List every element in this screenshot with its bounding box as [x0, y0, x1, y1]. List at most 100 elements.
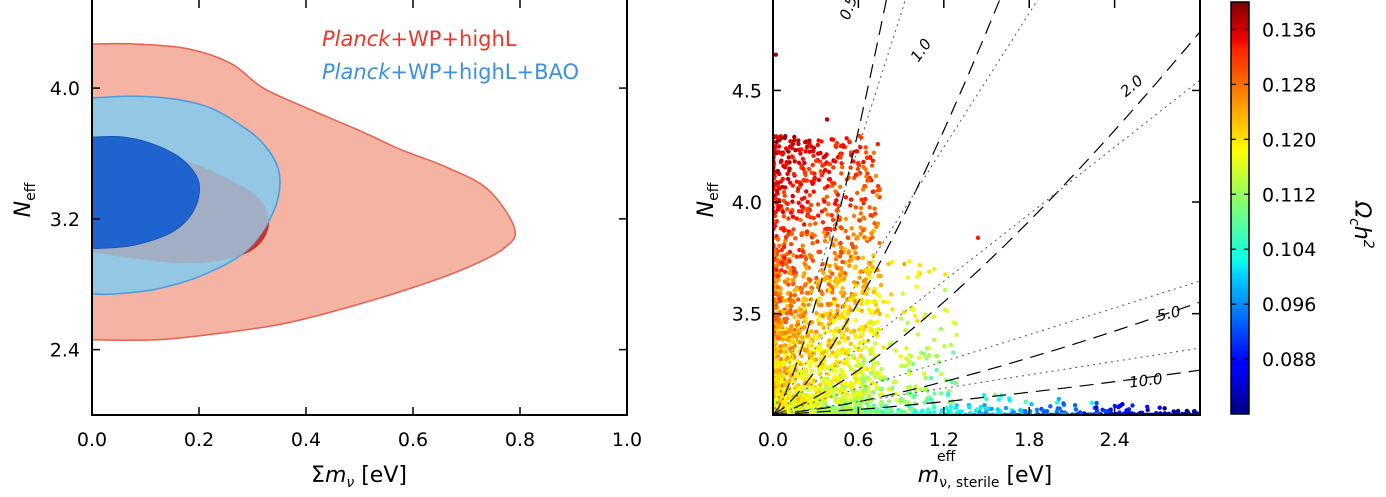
right-x-axis-label: mν, sterile [eV] [918, 463, 1052, 491]
scatter-point [774, 267, 779, 272]
scatter-point [825, 184, 830, 189]
scatter-point [829, 378, 834, 384]
scatter-point [817, 333, 823, 338]
scatter-point [787, 378, 792, 384]
scatter-point [1034, 407, 1040, 412]
scatter-point [805, 343, 810, 348]
legend-entry-planck-wp-highl-bao: Planck+WP+highL+BAO [322, 60, 579, 84]
scatter-point [796, 141, 801, 147]
scatter-point [872, 341, 878, 346]
scatter-point [809, 410, 815, 415]
scatter-point [824, 160, 829, 165]
scatter-point [847, 139, 852, 144]
scatter-point [857, 275, 862, 280]
scatter-point [839, 388, 844, 393]
scatter-point [796, 200, 801, 205]
scatter-point [787, 297, 792, 302]
scatter-point [950, 350, 956, 355]
scatter-point [823, 168, 828, 173]
scatter-point [776, 184, 781, 189]
scatter-point [790, 214, 796, 219]
scatter-point [1130, 403, 1135, 408]
scatter-point [830, 217, 836, 222]
scatter-point [875, 221, 881, 226]
scatter-point [855, 235, 860, 240]
scatter-point [820, 313, 825, 318]
scatter-point [783, 280, 789, 285]
scatter-point [809, 384, 815, 389]
scatter-point [826, 169, 832, 175]
scatter-point [829, 363, 834, 368]
scatter-point [836, 377, 841, 382]
mass-curve-dotted [773, 79, 1200, 415]
scatter-point [827, 263, 832, 268]
scatter-point [856, 255, 861, 260]
scatter-point [826, 343, 831, 348]
scatter-point [844, 297, 850, 302]
scatter-point [853, 318, 858, 323]
scatter-point [861, 215, 866, 220]
scatter-point [792, 349, 797, 354]
scatter-point [779, 158, 784, 163]
scatter-point [932, 391, 937, 396]
scatter-point [863, 324, 868, 329]
scatter-point [1192, 409, 1197, 414]
scatter-point [781, 346, 786, 351]
scatter-point [843, 228, 848, 234]
scatter-point [819, 302, 824, 308]
scatter-point [778, 356, 784, 362]
scatter-point [862, 392, 867, 397]
scatter-point [788, 139, 793, 144]
scatter-point [834, 198, 839, 203]
scatter-point [935, 353, 940, 359]
scatter-point [806, 359, 811, 364]
scatter-points [773, 52, 1200, 415]
scatter-point [837, 340, 842, 345]
scatter-point [810, 241, 815, 246]
scatter-point [807, 353, 812, 358]
scatter-point [777, 243, 782, 248]
scatter-point [811, 351, 817, 356]
scatter-point [936, 359, 941, 365]
scatter-point [822, 330, 828, 335]
right-chart: 0.51.02.05.010.0 0.0 0.6 1.2 1.8 2.4 3.54.04… [694, 0, 1376, 491]
scatter-point [842, 271, 848, 276]
scatter-point [866, 286, 871, 292]
scatter-point [898, 354, 903, 359]
scatter-point [790, 183, 795, 188]
scatter-point [839, 164, 845, 170]
scatter-point [786, 155, 791, 160]
scatter-point [833, 369, 839, 374]
scatter-point [1029, 402, 1034, 407]
scatter-point [774, 397, 779, 402]
scatter-point [826, 282, 831, 287]
colorbar-tick-label: 0.104 [1262, 239, 1316, 261]
colorbar: 0.088 0.096 0.104 0.112 0.120 0.128 0.136 Ωch2 [1230, 1, 1376, 415]
scatter-point [785, 176, 791, 182]
scatter-point [859, 197, 864, 202]
scatter-point [851, 232, 856, 237]
scatter-point [867, 347, 872, 353]
scatter-point [1044, 409, 1050, 414]
scatter-point [858, 363, 863, 368]
scatter-point [851, 213, 857, 219]
scatter-point [816, 177, 822, 183]
scatter-point [845, 311, 850, 316]
scatter-point [775, 368, 780, 374]
scatter-point [838, 155, 843, 160]
scatter-point [848, 341, 853, 346]
scatter-point [967, 405, 972, 410]
scatter-point [853, 264, 858, 269]
scatter-point [848, 298, 853, 303]
curve-label: 5.0 [1155, 302, 1182, 325]
scatter-point [802, 160, 807, 166]
scatter-point [814, 345, 819, 351]
scatter-point [838, 351, 843, 356]
scatter-point [850, 244, 856, 250]
y-tick-label: 4.0 [732, 192, 762, 214]
scatter-point [824, 117, 830, 122]
scatter-point [1145, 404, 1150, 409]
scatter-point [794, 287, 799, 292]
scatter-point [822, 199, 827, 204]
